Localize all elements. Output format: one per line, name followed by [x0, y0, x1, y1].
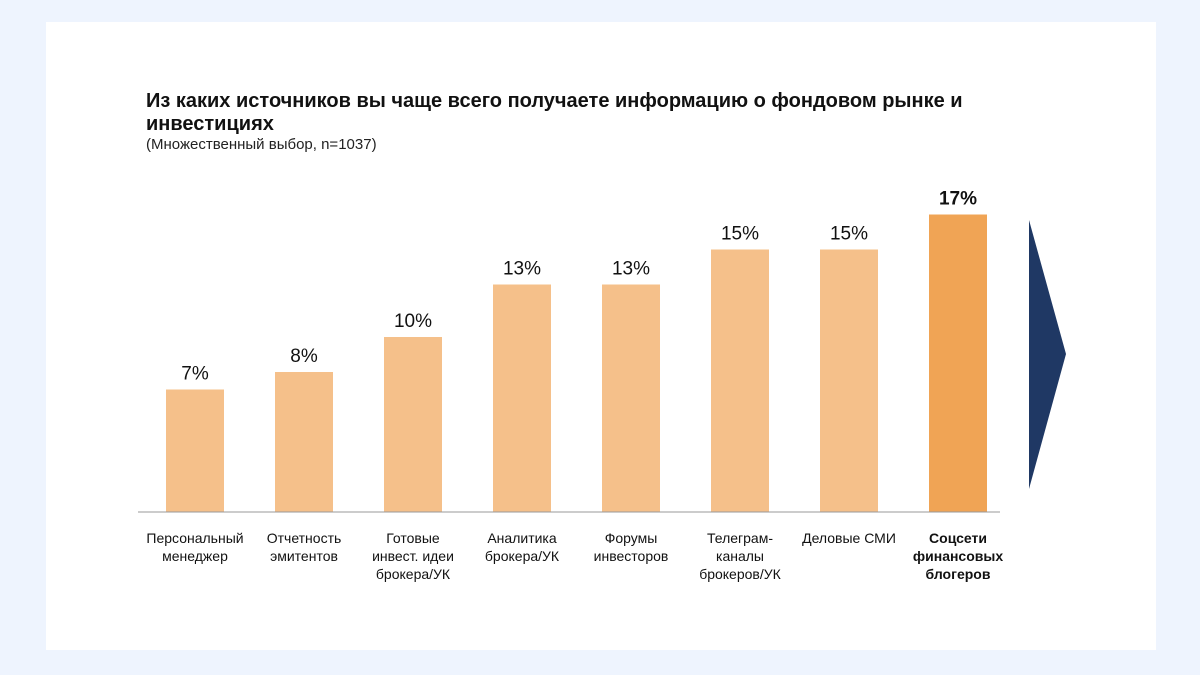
value-label-1: 7% — [181, 364, 209, 385]
category-label-line: Соцсети — [929, 530, 987, 546]
category-label-line: каналы — [716, 548, 764, 564]
value-label-2: 8% — [290, 346, 318, 367]
category-label-line: Отчетность — [267, 530, 342, 546]
bar-5 — [602, 284, 660, 512]
category-label-4: Аналитика брокера/УК — [485, 530, 560, 564]
category-label-line: Готовые — [386, 530, 440, 546]
value-label-5: 13% — [612, 259, 650, 280]
category-label-line: Телеграм- — [707, 530, 773, 546]
category-label-line: инвест. идеи — [372, 548, 454, 564]
chart-title: Из каких источников вы чаще всего получа… — [146, 90, 963, 135]
category-label-line: брокеров/УК — [699, 566, 781, 582]
category-label-line: брокера/УК — [376, 566, 451, 582]
chart-subtitle: (Множественный выбор, n=1037) — [146, 136, 377, 153]
value-label-7: 15% — [830, 224, 868, 245]
value-label-6: 15% — [721, 224, 759, 245]
category-label-line: менеджер — [162, 548, 228, 564]
category-label-line: финансовых — [913, 548, 1003, 564]
category-label-line: Аналитика — [487, 530, 557, 546]
bars-group — [166, 214, 987, 512]
bar-7 — [820, 249, 878, 512]
category-label-line: Деловые СМИ — [802, 530, 896, 546]
category-label-line: инвесторов — [594, 548, 669, 564]
category-label-7: Деловые СМИ — [802, 530, 896, 546]
value-label-8: 17% — [939, 189, 977, 210]
category-label-3: Готовые инвест. идеи брокера/УК — [372, 530, 454, 582]
category-label-line: Персональный — [146, 530, 243, 546]
value-label-3: 10% — [394, 311, 432, 332]
category-label-2: Отчетность эмитентов — [267, 530, 342, 564]
slide-panel: Из каких источников вы чаще всего получа… — [46, 22, 1156, 650]
category-label-1: Персональный менеджер — [146, 530, 243, 564]
category-label-6: Телеграм-каналы брокеров/УК — [699, 530, 781, 582]
category-label-line: эмитентов — [270, 548, 338, 564]
category-label-8: Соцсети финансовых блогеров — [913, 530, 1003, 582]
value-labels-group: 7% 8% 10% 13% 13% 15% 15% 17% — [181, 189, 977, 385]
bar-1 — [166, 389, 224, 512]
category-label-line: брокера/УК — [485, 548, 560, 564]
value-label-4: 13% — [503, 259, 541, 280]
category-label-line: Форумы — [605, 530, 658, 546]
bar-6 — [711, 249, 769, 512]
category-label-5: Форумы инвесторов — [594, 530, 669, 564]
bar-3 — [384, 337, 442, 512]
bar-chart: 7% 8% 10% 13% 13% 15% 15% 17% Персональный менед… — [138, 189, 1066, 582]
bar-8 — [929, 214, 987, 512]
category-labels-group: Персональный менеджер Отчетность эмитентов Г… — [146, 530, 1003, 582]
category-label-line: блогеров — [926, 566, 991, 582]
next-arrow-icon — [1029, 220, 1066, 489]
bar-4 — [493, 284, 551, 512]
bar-2 — [275, 372, 333, 512]
